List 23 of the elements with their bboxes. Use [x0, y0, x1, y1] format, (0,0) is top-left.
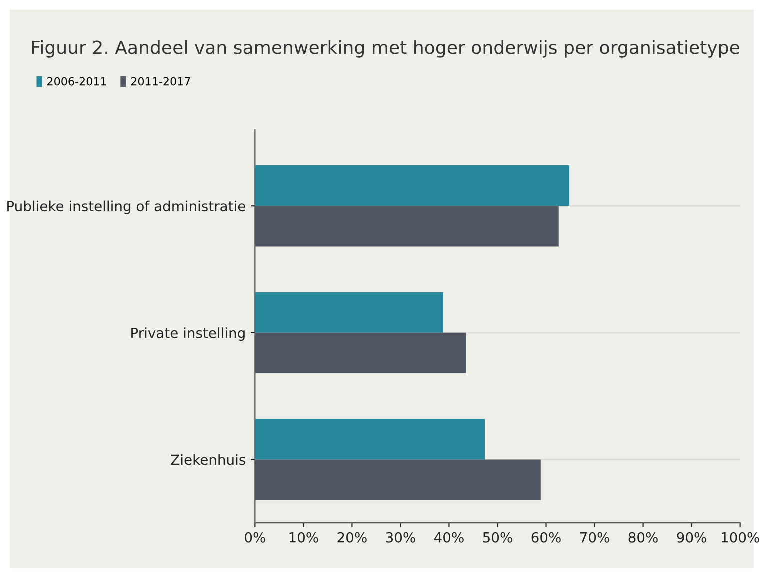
x-tick-label: 40% [434, 532, 464, 543]
x-tick-label: 70% [580, 532, 610, 543]
y-tick-label: Private instelling [132, 328, 245, 342]
x-tick-label: 10% [290, 532, 318, 543]
x-tick-label: 100% [722, 532, 760, 543]
bar [255, 332, 466, 374]
chart-title: Figuur 2. Aandeel van samenwerking met hoger onderwijs per organisatietype [32, 40, 740, 58]
bar [255, 292, 444, 333]
y-tick-label: Ziekenhuis [171, 454, 246, 466]
x-tick-label: 30% [386, 532, 416, 543]
x-tick-label: 20% [338, 532, 367, 543]
legend-label: 2006-2011 [48, 77, 106, 86]
bar [255, 166, 570, 206]
bar [255, 460, 541, 500]
bar [255, 419, 486, 460]
bar [255, 206, 559, 247]
x-tick-label: 50% [483, 532, 512, 543]
y-tick-label: Publieke instelling of administratie [8, 200, 246, 214]
x-tick-label: 80% [628, 532, 658, 543]
legend-label: 2011-2017 [131, 77, 190, 86]
x-tick-label: 0% [245, 532, 266, 543]
x-tick-label: 60% [532, 532, 561, 543]
x-tick-label: 90% [677, 532, 706, 543]
